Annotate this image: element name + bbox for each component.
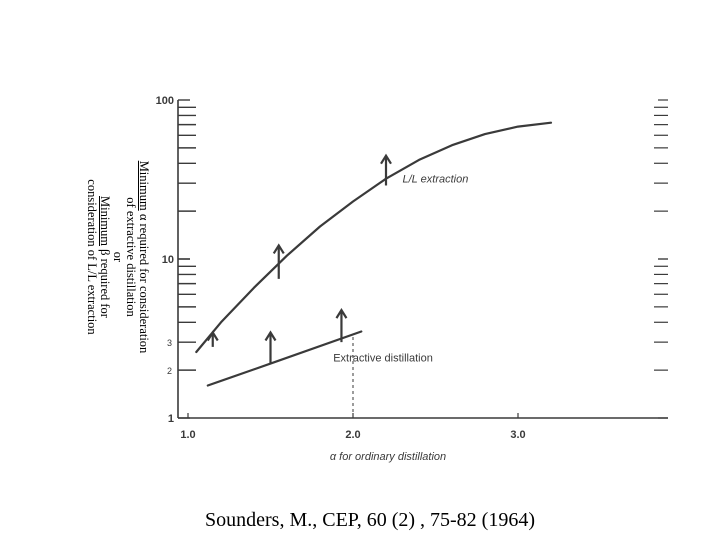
x-tick-label: 2.0 (345, 429, 360, 441)
y-tick-label: 100 (156, 95, 174, 107)
caption-line-5: consideration of L/L extraction (85, 179, 99, 335)
series-line-ll-extraction (195, 121, 553, 354)
x-tick-label: 1.0 (180, 429, 195, 441)
y-minor-label: 3 (167, 338, 172, 348)
series-label-ll-extraction: L/L extraction (403, 174, 469, 186)
x-tick-label: 3.0 (510, 429, 525, 441)
y-minor-label: 2 (167, 366, 172, 376)
series-line-extractive-distillation (206, 330, 363, 387)
arrow-head (264, 330, 277, 342)
arrow-head (272, 243, 285, 254)
arrow-head (380, 153, 392, 165)
chart-labels: 1 10 100 3 2 1.0 2.0 3.0 α for ordinary distilla… (156, 95, 526, 463)
rotated-caption: Minimum α required for consideration of … (60, 147, 151, 367)
caption-term-2: Minimum (98, 196, 112, 247)
arrow-head (335, 308, 348, 319)
chart-ticks (178, 99, 668, 419)
caption-rest-2: β required for (98, 246, 112, 318)
chart-series (195, 121, 553, 387)
x-axis-title: α for ordinary distillation (330, 451, 446, 463)
chart-arrows (206, 153, 392, 418)
caption-line-2: of extractive distillation (124, 197, 138, 317)
citation: Sounders, M., CEP, 60 (2) , 75-82 (1964) (205, 509, 535, 531)
y-tick-label: 10 (162, 254, 174, 266)
caption-line-1: Minimum α required for consideration (137, 147, 151, 367)
caption-line-4: Minimum β required for (98, 147, 112, 367)
y-tick-label: 1 (168, 413, 174, 425)
caption-line-3: or (111, 251, 125, 263)
caption-term-1: Minimum (137, 160, 151, 211)
caption-rest-1: α required for consideration (137, 210, 151, 354)
series-label-extractive-distillation: Extractive distillation (333, 353, 433, 365)
arrow-head (206, 330, 219, 342)
